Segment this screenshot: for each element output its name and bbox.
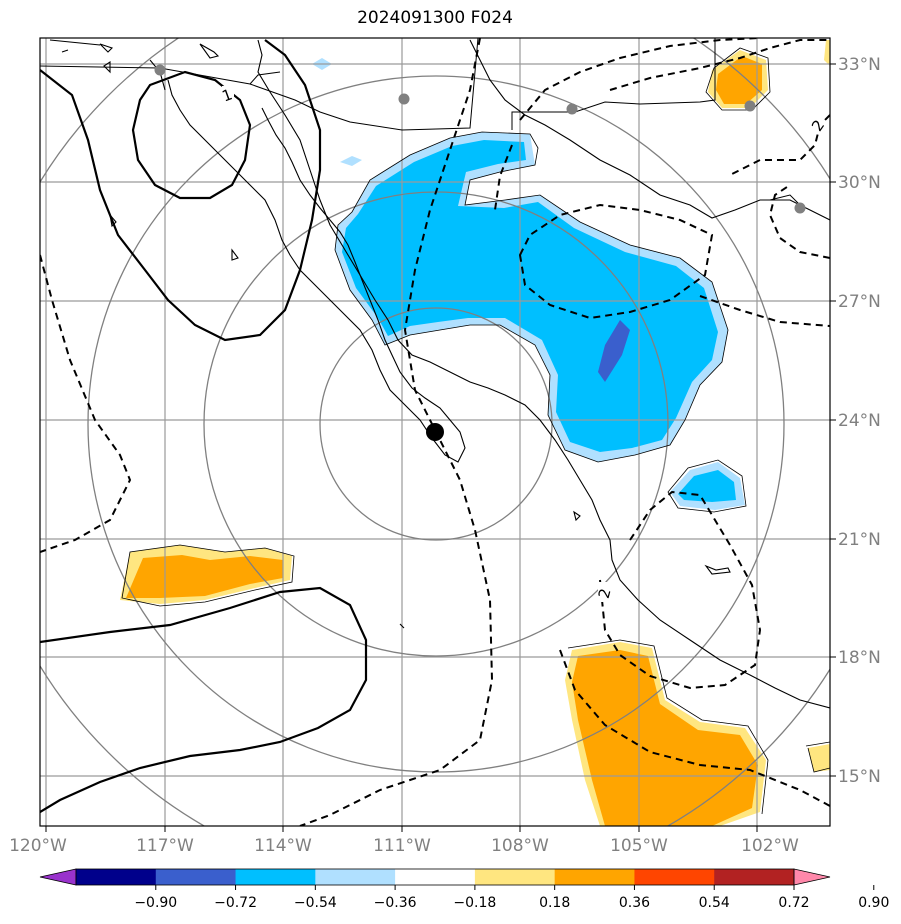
map-frame [39, 37, 831, 827]
lat-labels: 33°N 30°N 27°N 24°N 21°N 18°N 15°N [838, 55, 881, 787]
lat-lon-gridlines [40, 38, 830, 826]
colorbar-tick-label: −0.36 [374, 895, 417, 911]
lat-label-21n: 21°N [838, 530, 881, 550]
colorbar-segment [634, 869, 715, 885]
colorbar-segment [474, 869, 556, 885]
lat-label-30n: 30°N [838, 173, 881, 193]
station-marker [398, 93, 410, 105]
map-plot-area: 1 2 2 [40, 38, 830, 826]
coastlines [49, 39, 830, 709]
lon-label-117w: 117°W [136, 836, 194, 856]
storm-center-marker [426, 423, 444, 441]
colorbar-segment [395, 869, 476, 885]
colorbar-frame [75, 868, 795, 886]
colorbar-tick-label: 0.90 [858, 895, 889, 911]
dashed-contours [40, 38, 830, 826]
colorbar-segment [315, 869, 396, 885]
contour-label-2b: 2 [595, 587, 615, 601]
lon-label-114w: 114°W [254, 836, 312, 856]
colorbar-tick-label: −0.18 [453, 895, 496, 911]
lon-label-120w: 120°W [9, 836, 67, 856]
field-outline-contours [121, 47, 830, 815]
station-marker [154, 64, 166, 76]
lon-label-111w: 111°W [373, 836, 431, 856]
lat-label-33n: 33°N [838, 55, 881, 75]
colorbar-tick-label: 0.72 [778, 895, 809, 911]
colorbar-segment [554, 869, 635, 885]
lon-label-102w: 102°W [741, 836, 799, 856]
colorbar-tick-label: −0.54 [294, 895, 337, 911]
colorbar-segments [39, 868, 875, 890]
station-markers [154, 64, 806, 214]
colorbar-extend-max [793, 868, 831, 886]
colorbar-segment [76, 869, 157, 885]
lon-label-105w: 105°W [610, 836, 668, 856]
station-marker [794, 202, 806, 214]
lat-label-24n: 24°N [838, 411, 881, 431]
colorbar-segment [155, 869, 237, 885]
colorbar-extend-min [39, 868, 77, 886]
station-marker [566, 103, 578, 115]
lat-label-27n: 27°N [838, 292, 881, 312]
contour-labels: 1 2 2 [220, 85, 828, 602]
colorbar-segment [714, 869, 795, 885]
station-marker [744, 100, 756, 112]
colorbar-tick-label: 0.18 [539, 895, 570, 911]
negative-anomaly-fills [312, 58, 745, 510]
colorbar-tick-labels: −0.90 −0.72 −0.54 −0.36 −0.18 0.18 0.36 0.54 0.7… [134, 895, 889, 911]
solid-contours [40, 39, 368, 813]
lon-labels: 120°W 117°W 114°W 111°W 108°W 105°W 102°… [9, 836, 799, 856]
lat-label-15n: 15°N [838, 767, 881, 787]
lat-ticks [830, 63, 836, 777]
colorbar-tick-label: −0.72 [214, 895, 257, 911]
colorbar-tick-label: 0.54 [699, 895, 730, 911]
lon-ticks [45, 826, 758, 832]
lon-label-108w: 108°W [491, 836, 549, 856]
map-title: 2024091300 F024 [357, 8, 513, 28]
colorbar-tick-label: −0.90 [134, 895, 177, 911]
lat-label-18n: 18°N [838, 648, 881, 668]
colorbar: −0.90 −0.72 −0.54 −0.36 −0.18 0.18 0.36 0.54 0.7… [39, 868, 889, 911]
colorbar-tick-label: 0.36 [619, 895, 650, 911]
colorbar-segment [235, 869, 316, 885]
